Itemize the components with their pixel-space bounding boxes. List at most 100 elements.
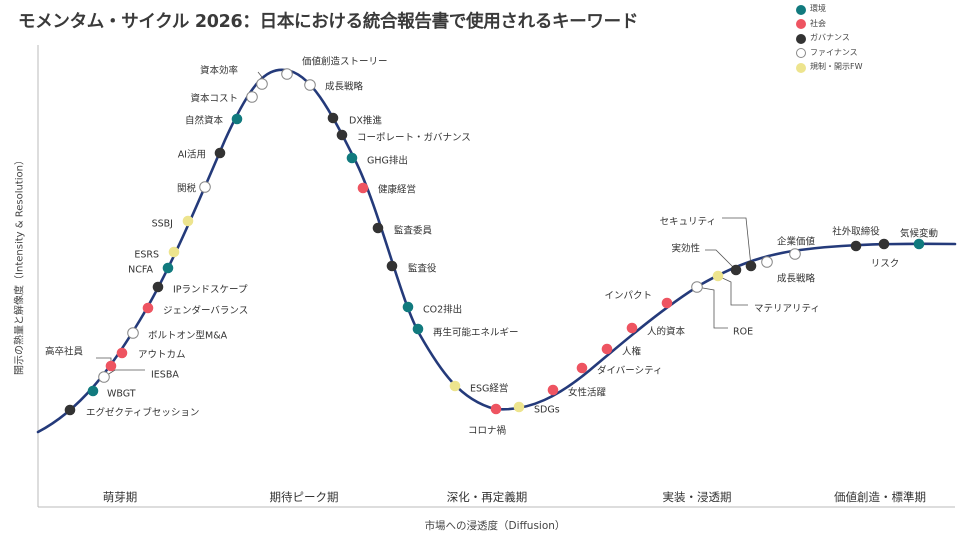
keyword-38-marker[interactable] [761, 256, 773, 268]
keyword-12-marker[interactable] [214, 147, 226, 159]
keyword-33-marker[interactable] [661, 297, 673, 309]
keyword-35-label: マテリアリティ [754, 304, 820, 315]
legend-item-finance: ファイナンス [790, 46, 950, 61]
legend-label: 環境 [810, 4, 826, 13]
keyword-16-marker[interactable] [281, 68, 293, 80]
legend-label: 社会 [810, 18, 826, 28]
keyword-17-label: 成長戦略 [325, 81, 364, 93]
keyword-1-label: WBGT [107, 389, 136, 400]
leader-lines [96, 71, 752, 378]
keyword-8-label: NCFA [128, 265, 153, 276]
legend-label: ガバナンス [810, 33, 850, 42]
keyword-34-label: ROE [733, 327, 753, 338]
keyword-20-label: GHG排出 [367, 155, 408, 167]
keyword-28-marker[interactable] [513, 401, 525, 413]
leader-line [705, 249, 737, 271]
keyword-39-label: 企業価値 [777, 236, 816, 248]
keyword-37-marker[interactable] [745, 260, 757, 272]
keyword-30-label: ダイバーシティ [597, 365, 663, 377]
keyword-3-label: 高卒社員 [45, 346, 84, 358]
keyword-4-label: アウトカム [138, 350, 186, 361]
keyword-0-marker[interactable] [64, 404, 76, 416]
keyword-41-label: リスク [871, 259, 900, 270]
keyword-31-label: 人権 [622, 346, 642, 358]
keyword-23-marker[interactable] [386, 260, 398, 272]
keyword-15-marker[interactable] [256, 78, 268, 90]
keyword-28-label: SDGs [534, 405, 560, 416]
keyword-35-marker[interactable] [712, 270, 724, 282]
keyword-9-label: ESRS [134, 250, 159, 261]
keyword-34-marker[interactable] [691, 281, 703, 293]
keyword-40-marker[interactable] [850, 240, 862, 252]
legend-swatch-regulation [796, 62, 806, 73]
legend-swatch-finance [796, 48, 806, 58]
keyword-1-marker[interactable] [87, 385, 99, 397]
keyword-23-label: 監査役 [408, 263, 437, 275]
keyword-6-label: ジェンダーバランス [163, 305, 248, 317]
keyword-27-marker[interactable] [490, 403, 502, 415]
keyword-21-marker[interactable] [357, 182, 369, 194]
keyword-19-marker[interactable] [336, 129, 348, 141]
keyword-15-label: 資本効率 [200, 65, 239, 77]
keyword-markers [64, 68, 925, 416]
keyword-9-marker[interactable] [168, 246, 180, 258]
keyword-22-marker[interactable] [372, 222, 384, 234]
leader-line [722, 217, 752, 267]
leader-line [696, 286, 728, 329]
keyword-31-marker[interactable] [601, 343, 613, 355]
keyword-11-label: 関税 [177, 183, 197, 195]
legend-label: 規制・開示FW [810, 62, 863, 71]
keyword-14-marker[interactable] [246, 91, 258, 103]
keyword-27-label: コロナ禍 [468, 425, 506, 437]
keyword-42-label: 気候変動 [900, 228, 938, 240]
keyword-13-label: 自然資本 [185, 115, 224, 127]
keyword-25-label: 再生可能エネルギー [433, 327, 519, 339]
keyword-29-marker[interactable] [547, 384, 559, 396]
keyword-37-label: セキュリティ [660, 217, 716, 228]
keyword-25-marker[interactable] [412, 323, 424, 335]
phase-label-deepening: 深化・再定義期 [446, 490, 528, 504]
keyword-labels: エグゼクティブセッション WBGT IESBA 高卒社員 アウトカム ボルトオン型M&A ジ… [45, 56, 938, 437]
keyword-42-marker[interactable] [913, 238, 925, 250]
keyword-3-marker[interactable] [105, 360, 117, 372]
legend-swatch-environment [796, 4, 806, 15]
legend-item-governance: ガバナンス [790, 31, 950, 46]
keyword-39-marker[interactable] [789, 248, 801, 260]
keyword-36-marker[interactable] [730, 264, 742, 276]
keyword-36-label: 実効性 [671, 243, 700, 255]
phase-label-implementation: 実装・浸透期 [662, 490, 732, 504]
keyword-13-marker[interactable] [231, 113, 243, 125]
keyword-6-marker[interactable] [142, 302, 154, 314]
keyword-24-marker[interactable] [402, 301, 414, 313]
keyword-5-label: ボルトオン型M&A [148, 331, 228, 342]
keyword-5-marker[interactable] [127, 327, 139, 339]
keyword-7-label: IPランドスケープ [173, 285, 248, 296]
keyword-7-marker[interactable] [152, 281, 164, 293]
keyword-26-marker[interactable] [449, 380, 461, 392]
keyword-26-label: ESG経営 [470, 383, 508, 395]
keyword-38-label: 成長戦略 [777, 273, 816, 285]
keyword-2-label: IESBA [151, 370, 179, 381]
legend-swatch-social [796, 19, 806, 29]
keyword-41-marker[interactable] [878, 238, 890, 250]
legend-label: ファイナンス [810, 47, 858, 57]
keyword-32-label: 人的資本 [647, 326, 686, 338]
keyword-33-label: インパクト [604, 291, 652, 302]
keyword-10-marker[interactable] [182, 215, 194, 227]
legend-item-social: 社会 [790, 17, 950, 32]
keyword-20-marker[interactable] [346, 152, 358, 164]
keyword-18-label: DX推進 [349, 115, 382, 127]
keyword-40-label: 社外取締役 [832, 226, 880, 238]
keyword-4-marker[interactable] [116, 347, 128, 359]
page-title: モメンタム・サイクル 2026：日本における統合報告書で使用されるキーワード [18, 12, 639, 32]
keyword-11-marker[interactable] [199, 181, 211, 193]
keyword-17-marker[interactable] [304, 79, 316, 91]
keyword-18-marker[interactable] [327, 112, 339, 124]
keyword-8-marker[interactable] [162, 262, 174, 274]
leader-line [717, 275, 748, 306]
keyword-30-marker[interactable] [576, 362, 588, 374]
keyword-2-marker[interactable] [98, 371, 110, 383]
legend: 環境 社会 ガバナンス ファイナンス 規制・開示FW [790, 2, 950, 75]
keyword-32-marker[interactable] [626, 322, 638, 334]
